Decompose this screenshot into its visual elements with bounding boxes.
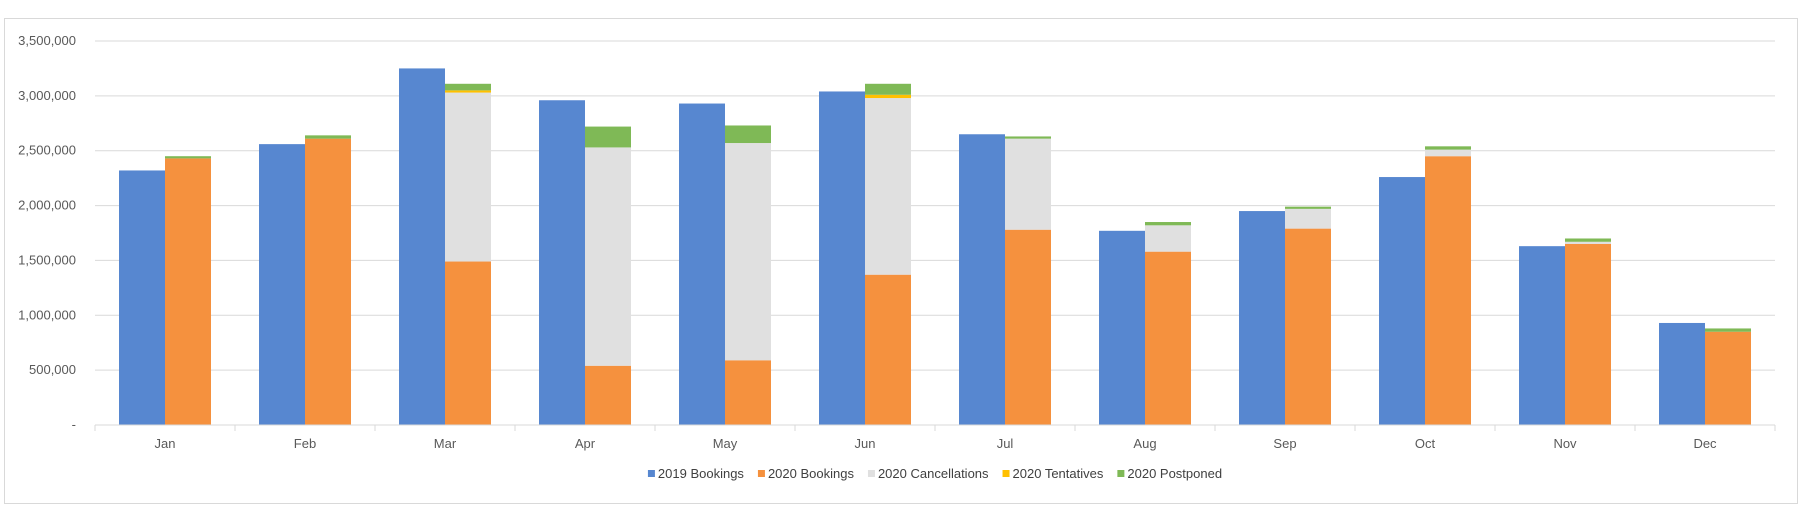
bars bbox=[119, 68, 1751, 426]
bar-2020-bookings bbox=[305, 138, 351, 425]
x-tick-label: Feb bbox=[294, 436, 316, 451]
y-tick-label: 2,500,000 bbox=[18, 143, 76, 158]
x-tick-label: Apr bbox=[575, 436, 596, 451]
bar-2020-tentatives bbox=[445, 90, 491, 93]
x-tick-label: May bbox=[713, 436, 738, 451]
bar-2020-cancellations bbox=[1285, 208, 1331, 229]
bar-2019-bookings bbox=[679, 103, 725, 425]
bar-2020-postponed bbox=[305, 135, 351, 139]
x-tick-label: Oct bbox=[1415, 436, 1436, 451]
bar-2020-postponed bbox=[1145, 222, 1191, 226]
bar-2020-cancellations bbox=[445, 92, 491, 262]
bar-2020-bookings bbox=[1285, 228, 1331, 425]
gridlines bbox=[95, 40, 1775, 371]
bar-2020-postponed bbox=[165, 156, 211, 159]
bar-2019-bookings bbox=[1379, 177, 1425, 425]
bar-2020-postponed bbox=[1705, 328, 1751, 332]
bar-2020-bookings bbox=[445, 261, 491, 425]
x-tick-label: Aug bbox=[1133, 436, 1156, 451]
legend-label: 2019 Bookings bbox=[658, 466, 745, 481]
bar-2019-bookings bbox=[959, 134, 1005, 425]
bar-2019-bookings bbox=[259, 144, 305, 426]
bar-2020-bookings bbox=[1145, 251, 1191, 425]
bar-2020-bookings bbox=[865, 274, 911, 425]
bar-2020-postponed bbox=[865, 83, 911, 95]
legend-swatch bbox=[757, 470, 765, 477]
x-tick-label: Dec bbox=[1693, 436, 1717, 451]
bar-2020-cancellations bbox=[1565, 241, 1611, 244]
bar-2020-postponed bbox=[725, 125, 771, 144]
bar-2020-bookings bbox=[1565, 243, 1611, 425]
bar-2020-bookings bbox=[725, 360, 771, 425]
legend-label: 2020 Postponed bbox=[1127, 466, 1222, 481]
y-axis-ticks: - 500,000 1,000,000 1,500,000 2,000,000 2,500… bbox=[18, 33, 76, 432]
bar-2020-cancellations bbox=[725, 143, 771, 361]
bar-2020-postponed bbox=[1005, 136, 1051, 139]
bar-2020-postponed bbox=[1285, 206, 1331, 209]
legend-swatch bbox=[867, 470, 875, 477]
bar-2019-bookings bbox=[399, 68, 445, 425]
bar-2020-bookings bbox=[1705, 331, 1751, 425]
bar-2020-bookings bbox=[165, 158, 211, 425]
bar-2020-bookings bbox=[1005, 229, 1051, 425]
bar-2019-bookings bbox=[1239, 211, 1285, 425]
x-tick-label: Jul bbox=[997, 436, 1014, 451]
bar-2019-bookings bbox=[1099, 230, 1145, 425]
bar-2019-bookings bbox=[819, 91, 865, 426]
y-tick-label: 3,000,000 bbox=[18, 88, 76, 103]
legend-swatch bbox=[647, 470, 655, 477]
x-tick-label: Jun bbox=[855, 436, 876, 451]
legend-swatch bbox=[1002, 470, 1010, 477]
bar-2020-bookings bbox=[1425, 156, 1471, 425]
bar-2020-postponed bbox=[1425, 146, 1471, 150]
y-tick-label: 1,000,000 bbox=[18, 307, 76, 322]
bar-2020-tentatives bbox=[865, 94, 911, 99]
x-tick-label: Sep bbox=[1273, 436, 1296, 451]
legend-swatch bbox=[1117, 470, 1125, 477]
bar-2019-bookings bbox=[539, 100, 585, 425]
legend: 2019 Bookings 2020 Bookings 2020 Cancellat… bbox=[647, 466, 1222, 481]
y-tick-label: 500,000 bbox=[29, 362, 76, 377]
legend-label: 2020 Cancellations bbox=[878, 466, 989, 481]
bar-2020-bookings bbox=[585, 365, 631, 425]
bar-2019-bookings bbox=[1659, 322, 1705, 425]
bar-2020-cancellations bbox=[1005, 138, 1051, 230]
bar-2020-cancellations bbox=[1145, 225, 1191, 252]
y-tick-label: - bbox=[72, 417, 76, 432]
bar-2020-postponed bbox=[585, 126, 631, 148]
y-tick-label: 2,000,000 bbox=[18, 198, 76, 213]
bar-2019-bookings bbox=[1519, 246, 1565, 425]
legend-label: 2020 Bookings bbox=[768, 466, 855, 481]
bar-2020-cancellations bbox=[585, 147, 631, 366]
bar-2020-cancellations bbox=[1425, 149, 1471, 157]
y-tick-label: 1,500,000 bbox=[18, 252, 76, 267]
x-tick-label: Nov bbox=[1553, 436, 1577, 451]
x-axis: Jan Feb Mar Apr May Jun Jul Aug Sep Oct Nov Dec bbox=[94, 424, 1776, 451]
bar-2019-bookings bbox=[119, 170, 165, 425]
y-tick-label: 3,500,000 bbox=[18, 33, 76, 48]
x-tick-label: Jan bbox=[155, 436, 176, 451]
bar-2020-postponed bbox=[445, 83, 491, 91]
legend-label: 2020 Tentatives bbox=[1013, 466, 1104, 481]
x-tick-label: Mar bbox=[434, 436, 457, 451]
bar-2020-postponed bbox=[1565, 238, 1611, 242]
bar-2020-cancellations bbox=[865, 98, 911, 275]
